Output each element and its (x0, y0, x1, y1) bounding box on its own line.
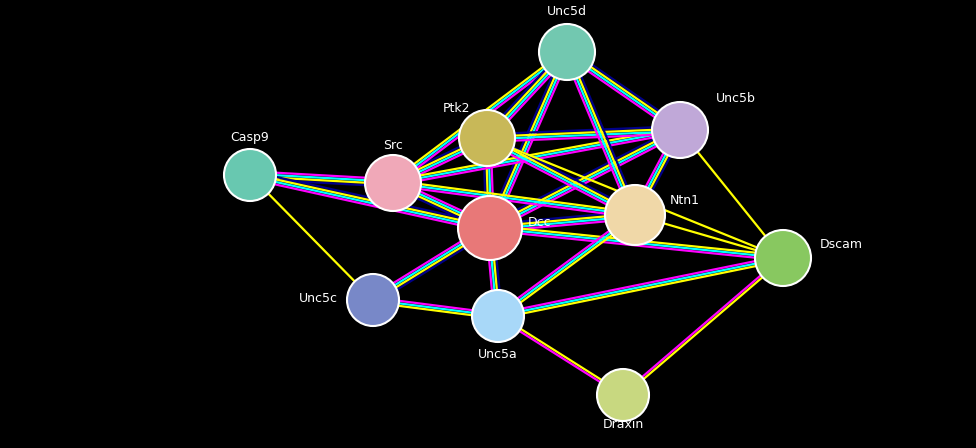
Circle shape (365, 155, 421, 211)
Text: Unc5c: Unc5c (299, 292, 338, 305)
Circle shape (605, 185, 665, 245)
Text: Unc5d: Unc5d (547, 5, 587, 18)
Circle shape (597, 369, 649, 421)
Circle shape (458, 196, 522, 260)
Text: Ptk2: Ptk2 (442, 102, 470, 115)
Text: Casp9: Casp9 (230, 131, 269, 144)
Circle shape (224, 149, 276, 201)
Text: Ntn1: Ntn1 (670, 194, 700, 207)
Circle shape (459, 110, 515, 166)
Circle shape (755, 230, 811, 286)
Text: Src: Src (383, 139, 403, 152)
Circle shape (472, 290, 524, 342)
Circle shape (539, 24, 595, 80)
Circle shape (347, 274, 399, 326)
Text: Unc5b: Unc5b (716, 91, 755, 104)
Text: Dscam: Dscam (820, 238, 863, 251)
Text: Unc5a: Unc5a (478, 348, 518, 361)
Text: Draxin: Draxin (602, 418, 643, 431)
Text: Dcc: Dcc (528, 215, 551, 228)
Circle shape (652, 102, 708, 158)
